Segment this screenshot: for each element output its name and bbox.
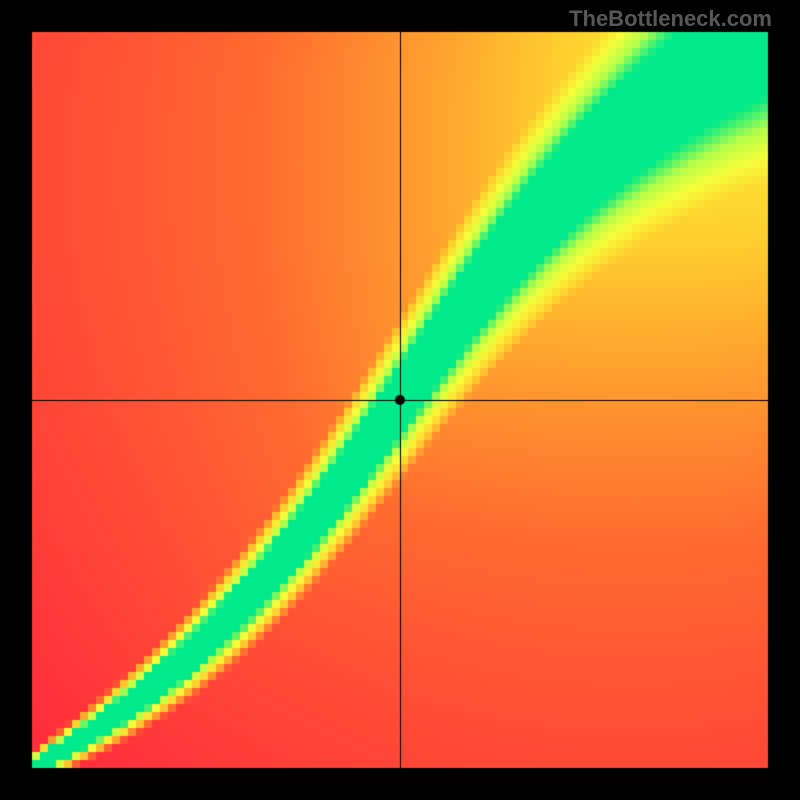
watermark-text: TheBottleneck.com xyxy=(569,6,772,32)
chart-wrapper: TheBottleneck.com xyxy=(0,0,800,800)
heatmap-canvas xyxy=(0,0,800,800)
